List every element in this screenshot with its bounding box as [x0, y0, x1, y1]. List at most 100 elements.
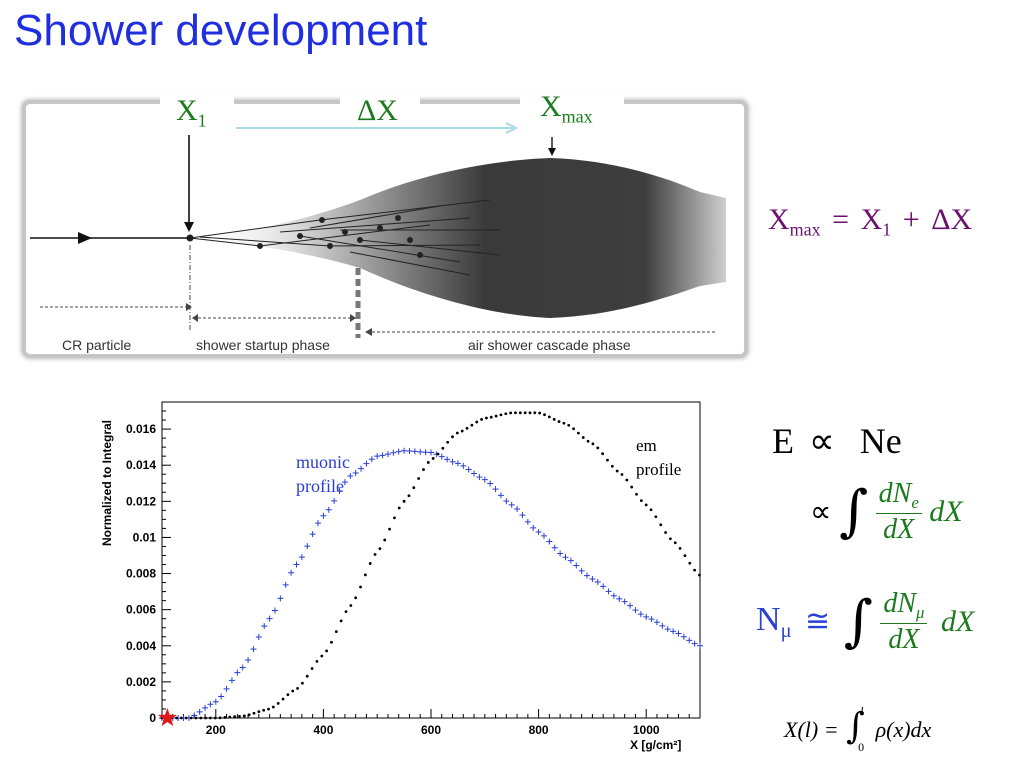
muon-point	[497, 492, 504, 499]
integral-sign-3: ∫	[846, 706, 865, 747]
em-point	[528, 411, 532, 415]
em-point	[373, 553, 377, 556]
em-point	[480, 418, 483, 421]
phase-cascade: air shower cascade phase	[468, 337, 631, 353]
muon-point	[363, 460, 370, 467]
em-point	[494, 414, 498, 418]
em-point	[547, 415, 551, 419]
em-point	[179, 716, 183, 720]
em-point	[470, 423, 474, 427]
em-point	[639, 499, 643, 503]
em-point	[518, 411, 522, 415]
y-tick-label: 0.008	[126, 567, 156, 581]
muon-point	[368, 456, 375, 463]
muon-point	[288, 569, 295, 576]
xmax-relation: Xmax = X1 + ΔX	[768, 203, 972, 240]
em-point	[581, 436, 585, 439]
eq-energy: E ∝ Ne	[772, 420, 902, 462]
em-point	[688, 561, 692, 565]
muon-point	[567, 557, 574, 564]
em-point	[557, 420, 561, 423]
xlabel: X [g/cm²]	[630, 738, 682, 752]
particle-tracks	[186, 199, 501, 276]
shower-diagram	[21, 96, 749, 359]
em-point	[431, 457, 435, 460]
eq4-upper: l	[860, 704, 864, 718]
muon-point	[664, 626, 671, 633]
muon-point	[250, 646, 257, 653]
muon-point	[411, 448, 418, 455]
em-point	[562, 421, 566, 425]
em-point	[310, 667, 314, 670]
muon-point	[616, 595, 623, 602]
em-point	[514, 411, 517, 415]
muon-point	[379, 452, 386, 459]
em-point	[625, 478, 629, 482]
em-point	[523, 411, 527, 415]
eq2-dx: dX	[929, 494, 963, 528]
muon-point	[686, 637, 693, 644]
em-point	[538, 411, 542, 415]
rel-xmax-sub: max	[789, 219, 821, 240]
em-point	[451, 435, 454, 439]
muon-point	[697, 642, 703, 649]
em-point	[184, 716, 188, 720]
em-point	[359, 585, 362, 589]
muon-point	[341, 479, 348, 486]
muon-point	[659, 622, 666, 629]
muon-point	[239, 664, 246, 671]
em-point	[315, 660, 319, 663]
muon-point	[492, 486, 499, 493]
muon-point	[223, 685, 230, 692]
rel-x1: X	[860, 203, 883, 236]
em-point	[223, 716, 227, 719]
em-point	[320, 654, 324, 658]
muon-point	[573, 562, 580, 569]
muon-point	[557, 550, 564, 557]
em-point	[247, 713, 251, 717]
eq3-num: dN	[883, 588, 917, 619]
y-tick-label: 0.01	[133, 530, 157, 544]
em-point	[354, 596, 358, 600]
em-point	[199, 716, 203, 720]
muon-point	[406, 448, 413, 455]
em-point	[257, 710, 261, 714]
muon-point	[637, 611, 644, 618]
em-point	[417, 477, 421, 480]
shower-cascade	[190, 158, 726, 318]
muon-point	[653, 619, 660, 626]
muon-point	[610, 592, 617, 599]
muon-point	[605, 588, 612, 595]
em-point	[615, 469, 619, 473]
profile-chart: 200 400 600 800 1000 0 0.002 0.004 0.006 0.008 0.0…	[126, 401, 703, 737]
muon-point	[632, 607, 639, 614]
rel-x1-sub: 1	[882, 219, 892, 240]
muon-point	[680, 633, 687, 640]
em-point	[489, 415, 493, 419]
eq3-frac: dNμ dX	[880, 588, 928, 656]
legend-em: em profile	[636, 434, 681, 482]
eq2-prop: ∝	[810, 495, 832, 529]
em-point	[233, 715, 237, 719]
em-point	[586, 439, 590, 443]
muon-point	[282, 581, 289, 588]
em-point	[610, 464, 614, 468]
muon-point	[530, 524, 537, 531]
muon-point	[562, 554, 569, 561]
muon-point	[670, 628, 677, 635]
em-point	[683, 554, 687, 558]
em-point	[475, 420, 479, 424]
em-point	[218, 716, 222, 720]
muon-point	[234, 669, 241, 676]
em-point	[693, 568, 697, 572]
y-tick-label: 0.004	[126, 639, 156, 653]
phase-startup: shower startup phase	[196, 337, 330, 353]
muon-point	[476, 474, 483, 481]
em-point	[368, 562, 372, 565]
muon-point	[384, 451, 391, 458]
eq4-lower: 0	[858, 740, 865, 754]
y-tick-label: 0.006	[126, 603, 156, 617]
muon-point	[551, 544, 558, 551]
em-point	[533, 411, 537, 415]
eq-nmu: Nμ ≅ ∫ dNμ dX dX	[756, 588, 974, 656]
